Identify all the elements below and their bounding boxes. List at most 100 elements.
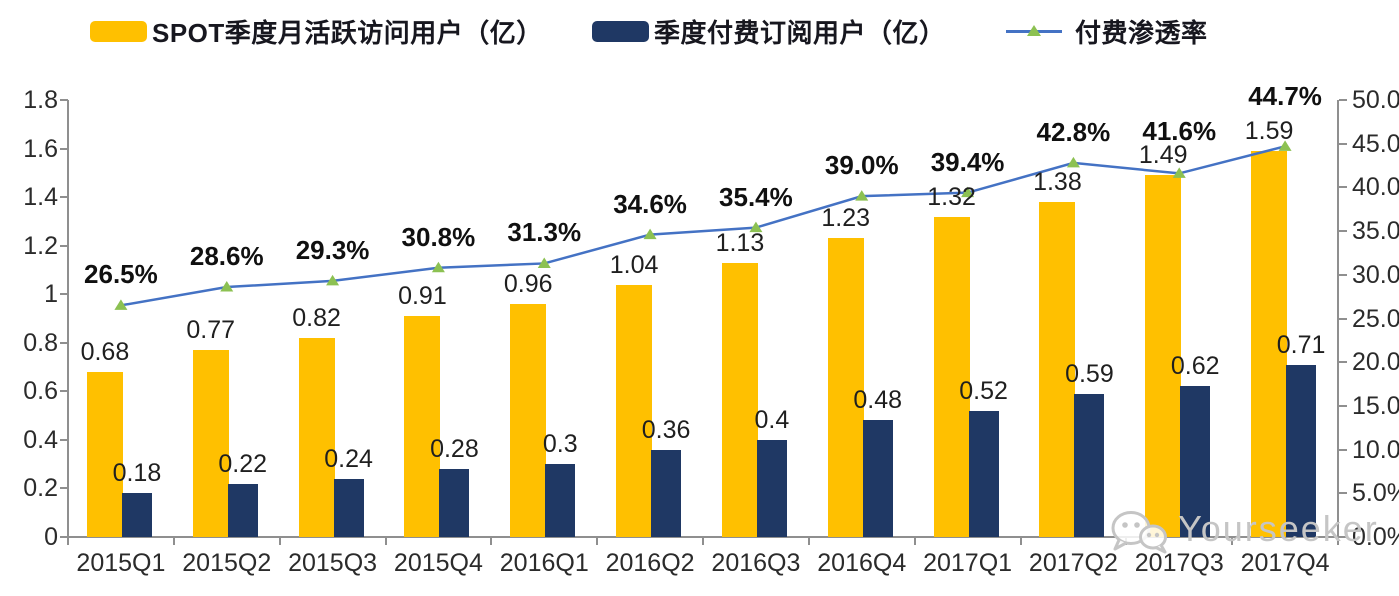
y-axis-tick-left — [60, 196, 68, 199]
x-axis-tick — [278, 537, 281, 545]
y-axis-tick-right — [1339, 361, 1347, 364]
bar-subs — [439, 469, 470, 537]
x-axis-label: 2016Q1 — [499, 549, 589, 577]
legend-item-mau: SPOT季度月活跃访问用户（亿） — [90, 17, 543, 48]
y-axis-label-right: 45.0% — [1352, 129, 1399, 158]
penetration-label: 42.8% — [1036, 116, 1111, 147]
watermark: Yourseeker — [1106, 501, 1379, 557]
penetration-label: 30.8% — [401, 221, 476, 252]
y-axis-tick-right — [1339, 492, 1347, 495]
x-axis-label: 2015Q4 — [393, 549, 483, 577]
penetration-label: 39.4% — [930, 146, 1005, 177]
triangle-marker — [643, 228, 657, 240]
y-axis-tick-left — [60, 487, 68, 490]
penetration-label: 35.4% — [719, 181, 793, 212]
bar-subs — [1180, 386, 1211, 537]
bar-mau — [298, 337, 335, 537]
bar-subs — [756, 439, 787, 537]
y-axis-tick-right — [1339, 273, 1347, 276]
bar-label-subs: 0.28 — [430, 435, 479, 464]
x-axis-tick — [702, 537, 704, 545]
bar-subs — [227, 483, 258, 537]
bar-label-subs: 0.52 — [959, 376, 1008, 405]
y-axis-label-left: 1.2 — [23, 231, 58, 260]
x-axis-tick — [596, 537, 599, 545]
bar-subs — [545, 464, 576, 537]
x-axis-label: 2016Q3 — [711, 549, 801, 577]
x-axis-tick — [172, 537, 175, 545]
bar-mau — [192, 350, 229, 537]
bar-label-subs: 0.59 — [1065, 359, 1114, 388]
y-axis-label-right: 5.0% — [1352, 479, 1399, 508]
bar-mau — [86, 371, 123, 537]
bar-label-subs: 0.3 — [542, 430, 578, 459]
x-axis-label: 2015Q2 — [182, 549, 272, 577]
penetration-label: 29.3% — [295, 234, 370, 265]
y-axis-label-right: 35.0% — [1352, 217, 1399, 246]
penetration-label: 28.6% — [189, 241, 264, 272]
bar-label-subs: 0.18 — [112, 459, 162, 488]
y-axis-tick-right — [1339, 186, 1347, 189]
y-axis-left — [67, 100, 69, 538]
x-axis-label: 2017Q1 — [923, 549, 1013, 577]
y-axis-tick-right — [1339, 230, 1347, 233]
x-axis-label: 2015Q1 — [76, 549, 166, 577]
bar-label-subs: 0.24 — [324, 444, 373, 473]
x-axis-tick — [67, 537, 69, 545]
y-axis-tick-left — [60, 341, 68, 344]
y-axis-tick-left — [60, 536, 68, 538]
x-axis-label: 2017Q4 — [1240, 549, 1330, 577]
bar-label-subs: 0.48 — [853, 386, 903, 415]
y-axis-label-right: 0.0% — [1352, 523, 1399, 551]
triangle-marker — [1066, 156, 1080, 168]
bar-subs — [651, 449, 682, 537]
bar-label-mau: 0.82 — [292, 303, 341, 332]
triangle-marker — [855, 190, 869, 201]
y-axis-tick-right — [1339, 142, 1347, 145]
legend-label-mau: SPOT季度月活跃访问用户（亿） — [152, 17, 543, 48]
triangle-marker — [220, 281, 234, 292]
triangle-marker — [114, 299, 128, 310]
y-axis-label-right: 15.0% — [1352, 391, 1399, 420]
y-axis-label-left: 0.2 — [23, 474, 58, 503]
y-axis-label-left: 0.4 — [23, 425, 58, 454]
x-axis-tick — [1337, 537, 1339, 545]
penetration-label: 41.6% — [1142, 116, 1217, 147]
bar-mau — [404, 316, 441, 537]
y-axis-tick-left — [60, 438, 68, 441]
legend-label-penetration: 付费渗透率 — [1075, 17, 1208, 48]
x-axis-label: 2016Q2 — [605, 549, 695, 577]
bar-subs — [121, 493, 152, 537]
bar-mau — [616, 284, 653, 537]
y-axis-label-right: 20.0% — [1352, 348, 1399, 377]
y-axis-tick-right — [1339, 99, 1347, 101]
penetration-line — [120, 145, 1286, 307]
y-axis-label-left: 0.6 — [23, 377, 58, 406]
watermark-text: Yourseeker — [1178, 508, 1379, 549]
wechat-icon — [1111, 511, 1167, 554]
bar-label-subs: 0.71 — [1276, 330, 1326, 359]
y-axis-tick-left — [60, 293, 68, 296]
legend-item-penetration: 付费渗透率 — [1006, 17, 1208, 48]
bar-mau — [510, 303, 547, 537]
legend-item-subs: 季度付费订阅用户（亿） — [592, 17, 946, 48]
legend-label-subs: 季度付费订阅用户（亿） — [654, 17, 946, 48]
legend-line-marker-icon — [1006, 23, 1062, 39]
bar-label-mau: 0.91 — [398, 282, 447, 311]
penetration-label: 26.5% — [84, 259, 158, 290]
bar-label-subs: 0.62 — [1170, 352, 1220, 381]
bar-subs — [968, 410, 999, 537]
legend-swatch-mau-icon — [90, 20, 147, 42]
x-axis-tick — [1019, 537, 1022, 545]
y-axis-tick-left — [60, 244, 68, 247]
y-axis-tick-right — [1339, 404, 1347, 407]
y-axis-label-right: 50.0% — [1352, 86, 1399, 114]
triangle-marker — [537, 257, 551, 268]
x-axis-label: 2017Q2 — [1028, 549, 1118, 577]
bar-label-mau: 0.77 — [186, 316, 236, 345]
x-axis-label: 2016Q4 — [817, 549, 907, 577]
bar-mau — [721, 262, 758, 537]
bar-label-mau: 1.32 — [927, 182, 976, 211]
bar-label-mau: 1.04 — [609, 250, 659, 279]
